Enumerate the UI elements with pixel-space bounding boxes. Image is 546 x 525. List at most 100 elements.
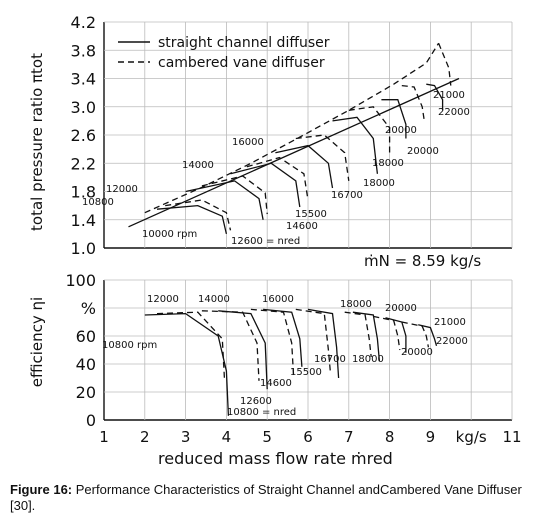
speed-line-dashed [156,311,226,379]
x-tick-label: 6 [303,428,313,446]
y-tick-label: 100 [65,271,96,290]
speed-label: 12000 [106,184,138,195]
figure-caption: Figure 16: Performance Characteristics o… [10,482,540,514]
speed-line-solid [156,204,228,235]
speed-line-dashed [295,134,350,181]
speed-line-dashed [401,321,430,348]
speed-line-dashed [437,42,452,86]
speed-line-solid [185,180,264,220]
speed-label: 16000 [232,137,264,148]
y-tick-label: % [81,299,96,318]
y-tick-label: 2.2 [71,154,96,173]
speed-label: 20000 [401,347,433,358]
speed-line-solid [144,312,230,416]
speed-line-solid [307,308,340,379]
speed-line-solid [352,311,381,362]
speed-label: 20000 [385,303,417,314]
x-tick-label: 3 [181,428,191,446]
speed-line-solid [275,144,334,189]
top-y-axis-label: total pressure ratio πtot [28,53,46,231]
y-tick-label: 1.4 [71,211,96,230]
x-tick-label: 9 [426,428,436,446]
speed-label: 14600 [260,378,292,389]
speed-label: 21000 [433,90,465,101]
x-tick-label: kg/s [456,428,487,446]
speed-label: 12000 [147,294,179,305]
speed-label: 14600 [286,221,318,232]
surge-line-solid [128,77,460,228]
legend-dashed-label: cambered vane diffuser [158,55,325,71]
y-tick-label: 3.4 [71,70,96,89]
curves [128,42,460,416]
speed-line-solid [385,317,407,353]
x-tick-label: 11 [502,428,521,446]
speed-line-dashed [295,308,332,373]
y-tick-label: 60 [76,327,96,346]
bottom-speed-labels: 10800 rpm 12000 14000 16000 18000 20000 … [102,294,468,418]
speed-line-solid [426,83,444,111]
speed-label: 22000 [436,336,468,347]
y-tick-label: 3.8 [71,41,96,60]
y-tick-label: 1.0 [71,239,96,258]
surge-line-dashed [144,42,440,214]
x-tick-label: 2 [140,428,150,446]
speed-line-dashed [201,310,260,381]
speed-label: 16700 [314,354,346,365]
speed-line-solid [381,99,407,139]
speed-line-dashed [201,175,268,215]
speed-label: 16700 [331,190,363,201]
speed-label: 18000 [340,299,372,310]
x-tick-label: 1 [99,428,109,446]
x-tick-label: 4 [222,428,232,446]
speed-line-solid [230,162,301,208]
speed-line-dashed [344,311,372,358]
speed-label: 20000 [385,125,417,136]
x-axis-label: reduced mass flow rate ṁred [158,449,393,468]
legend: straight channel diffuser cambered vane … [118,35,330,71]
y-tick-label: 20 [76,383,96,402]
top-panel-grid [103,21,513,249]
x-tick-label: 5 [262,428,272,446]
speed-label: 12600 [240,396,272,407]
y-tick-label: 3.0 [71,98,96,117]
speed-label: 10800 = nred [227,407,296,418]
speed-label: 14000 [198,294,230,305]
speed-label: 20000 [407,146,439,157]
speed-label: 16000 [262,294,294,305]
caption-label: Figure 16: [10,482,73,497]
speed-label: 12600 = nred [231,236,300,247]
speed-label: 18000 [363,178,395,189]
bottom-panel-grid [103,279,513,421]
speed-label: 18000 [352,354,384,365]
y-tick-label: 40 [76,355,96,374]
speed-label: 10000 rpm [142,229,197,240]
y-tick-label: 2.6 [71,126,96,145]
speed-label: 22000 [438,107,470,118]
nominal-mass-flow-annotation: ṁN = 8.59 kg/s [364,252,481,270]
speed-line-dashed [246,156,309,201]
speed-label: 15500 [290,367,322,378]
speed-line-dashed [165,199,232,231]
caption-text: Performance Characteristics of Straight … [10,482,522,513]
speed-label: 18000 [372,158,404,169]
speed-line-solid [418,324,438,346]
speed-label: 14000 [182,160,214,171]
legend-solid-label: straight channel diffuser [158,35,330,51]
speed-line-dashed [401,84,425,121]
top-speed-labels: 10000 rpm 10800 12000 12600 = nred 14000… [82,90,470,247]
speed-label: 21000 [434,317,466,328]
speed-label: 10800 [82,197,114,208]
speed-line-dashed [250,308,295,379]
x-tick-label: 7 [344,428,354,446]
x-tick-label: 8 [385,428,395,446]
y-tick-label: 1.8 [71,183,96,202]
speed-line-solid [332,116,379,174]
speed-line-solid [263,308,303,367]
y-tick-label: 4.2 [71,13,96,32]
speed-label: 15500 [295,209,327,220]
bottom-y-axis-label: efficiency ηi [28,297,46,387]
speed-line-dashed [373,315,401,351]
y-tick-label: 0 [86,411,96,430]
